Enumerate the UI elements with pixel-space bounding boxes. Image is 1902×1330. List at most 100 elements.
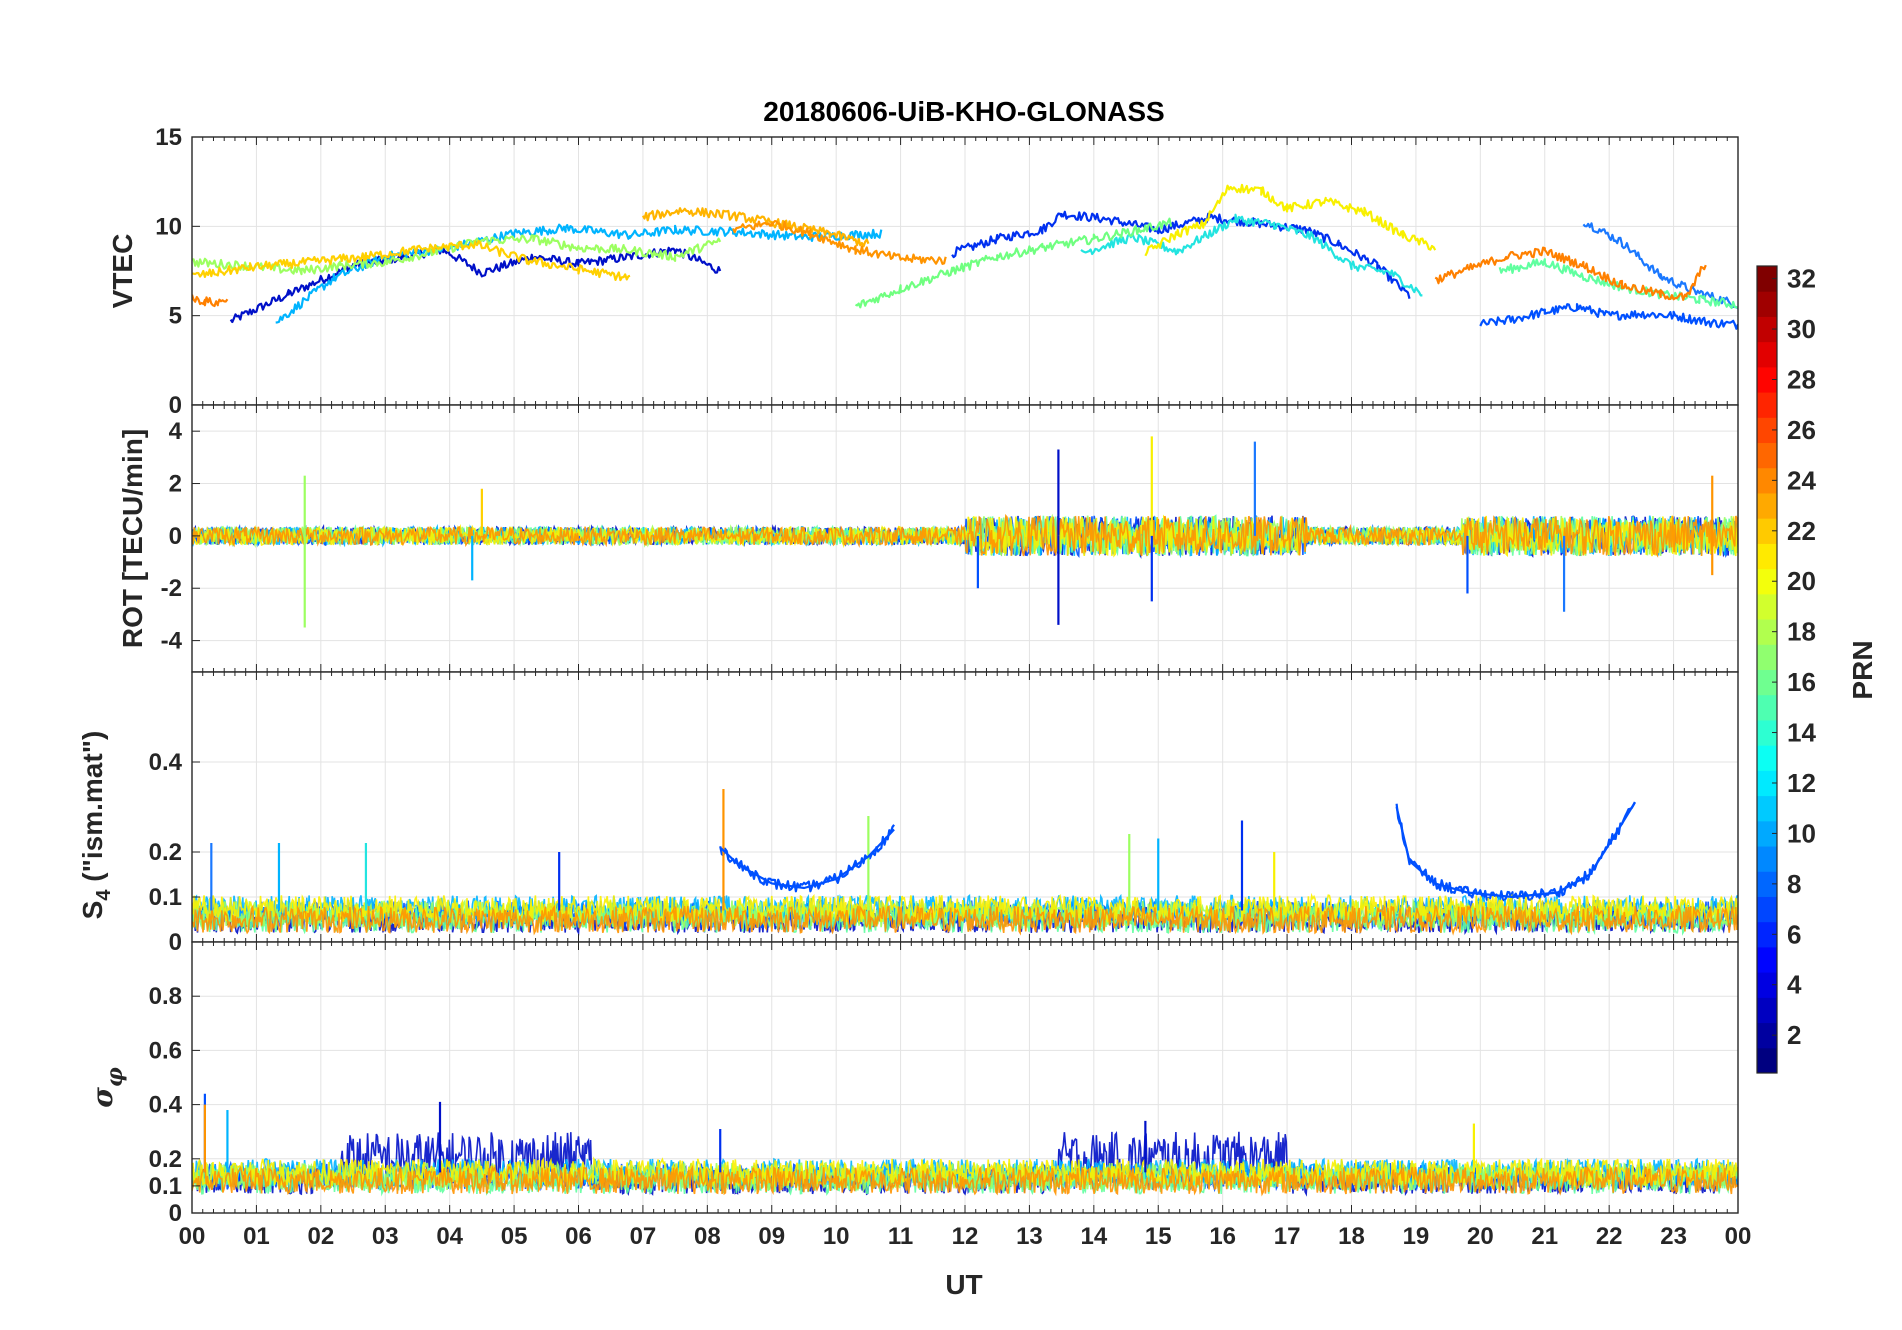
colorbar-tick-label: 10 bbox=[1787, 818, 1816, 848]
series-prn-24 bbox=[192, 294, 229, 308]
x-tick-label: 02 bbox=[307, 1223, 334, 1250]
series-group bbox=[192, 789, 1738, 936]
colorbar-tick-label: 12 bbox=[1787, 768, 1816, 798]
series-group bbox=[192, 1093, 1738, 1197]
colorbar-segment bbox=[1757, 846, 1777, 872]
colorbar-segment bbox=[1757, 871, 1777, 897]
y-axis-label-sub: 4 bbox=[93, 889, 115, 901]
x-tick-label: 13 bbox=[1016, 1223, 1043, 1250]
colorbar-segment bbox=[1757, 266, 1777, 292]
series-prn-4 bbox=[951, 210, 1411, 299]
colorbar-tick-label: 24 bbox=[1787, 465, 1816, 495]
y-tick-label: 5 bbox=[169, 303, 182, 330]
series-prn-22 bbox=[641, 207, 870, 248]
colorbar-frame bbox=[1756, 265, 1778, 1074]
y-tick-label: 0 bbox=[169, 929, 182, 956]
panel-sigma_phi: 00.10.2 0.4 0.6 0.8 σφ bbox=[86, 941, 1739, 1227]
colorbar-tick-label: 4 bbox=[1787, 970, 1802, 1000]
series-prn-21 bbox=[192, 239, 631, 282]
colorbar-segment bbox=[1757, 291, 1777, 317]
x-tick-label: 12 bbox=[952, 1223, 979, 1250]
x-tick-label: 09 bbox=[758, 1223, 785, 1250]
series-prn-12 bbox=[1080, 213, 1423, 297]
y-tick-label: 15 bbox=[155, 124, 182, 151]
ticks: 0 5 10 15 bbox=[155, 124, 1739, 419]
series-prn-6-overlay bbox=[719, 828, 895, 890]
colorbar-segment bbox=[1757, 694, 1777, 721]
y-axis-label: S4 ("ism.mat") bbox=[77, 731, 115, 920]
x-tick-label: 08 bbox=[694, 1223, 721, 1250]
x-tick-label: 06 bbox=[565, 1223, 592, 1250]
y-tick-label: 0 bbox=[169, 1200, 182, 1227]
y-tick-label: 10 bbox=[155, 213, 182, 240]
series-prn-6 bbox=[1395, 801, 1636, 902]
colorbar-segment bbox=[1757, 997, 1777, 1024]
colorbar-tick-label: 20 bbox=[1787, 566, 1816, 596]
x-tick-label: 03 bbox=[372, 1223, 399, 1250]
y-tick-label: 0.4 bbox=[149, 749, 183, 776]
series-trace bbox=[192, 1164, 1738, 1197]
colorbar-tick-label: 22 bbox=[1787, 516, 1816, 546]
colorbar-tick-label: 26 bbox=[1787, 415, 1816, 445]
colorbar-tick-label: 28 bbox=[1787, 364, 1816, 394]
y-axis-label: VTEC bbox=[107, 234, 138, 309]
y-axis-label: ROT [TECU/min] bbox=[117, 429, 148, 648]
y-tick-label: 0.2 bbox=[149, 1146, 182, 1173]
colorbar-segment bbox=[1757, 896, 1777, 923]
series-trace bbox=[192, 513, 1738, 558]
x-tick-label: 05 bbox=[501, 1223, 528, 1250]
series-prn-6 bbox=[1479, 303, 1738, 330]
x-tick-label: 14 bbox=[1080, 1223, 1107, 1250]
series-prn-24 bbox=[1434, 246, 1707, 301]
x-tick-label: 07 bbox=[630, 1223, 657, 1250]
y-tick-label: 0.2 bbox=[149, 839, 182, 866]
colorbar-label: PRN bbox=[1847, 640, 1878, 699]
panel-vtec: 0 5 10 15 VTEC bbox=[107, 124, 1739, 419]
colorbar-tick-label: 32 bbox=[1787, 264, 1816, 294]
y-tick-label: -4 bbox=[161, 628, 183, 655]
colorbar-segment bbox=[1757, 593, 1777, 620]
x-axis-label: UT bbox=[945, 1269, 982, 1300]
colorbar-tick-label: 2 bbox=[1787, 1020, 1801, 1050]
series-prn-14 bbox=[1498, 258, 1738, 310]
y-axis-label-rest: ("ism.mat") bbox=[77, 731, 108, 890]
x-tick-label: 18 bbox=[1338, 1223, 1365, 1250]
series-prn-23 bbox=[732, 219, 947, 265]
x-tick-label: 04 bbox=[436, 1223, 463, 1250]
x-tick-label: 21 bbox=[1531, 1223, 1558, 1250]
series-prn-6-overlay bbox=[1395, 801, 1636, 899]
colorbar-segment bbox=[1757, 820, 1777, 847]
series-prn-8 bbox=[1582, 222, 1738, 310]
series-group bbox=[192, 436, 1738, 628]
colorbar-segment bbox=[1757, 568, 1777, 595]
colorbar-segment bbox=[1757, 417, 1777, 444]
colorbar-segment bbox=[1757, 543, 1777, 570]
y-tick-label: 2 bbox=[169, 471, 182, 498]
y-tick-label: 0 bbox=[169, 392, 182, 419]
colorbar-segment bbox=[1757, 518, 1777, 544]
x-tick-label: 23 bbox=[1660, 1223, 1687, 1250]
colorbar-segment bbox=[1757, 644, 1777, 670]
colorbar-segment bbox=[1757, 366, 1777, 393]
series-trace bbox=[192, 903, 1738, 936]
colorbar-tick-label: 14 bbox=[1787, 718, 1816, 748]
ticks: 0 0.1 0.2 0.4 bbox=[149, 672, 1739, 956]
colorbar-segment bbox=[1757, 492, 1777, 519]
colorbar-tick-label: 8 bbox=[1787, 869, 1801, 899]
colorbar-segment bbox=[1757, 745, 1777, 771]
y-axis-label-sigma: σ bbox=[86, 1087, 119, 1108]
y-tick-label: 0.4 bbox=[149, 1092, 183, 1119]
y-tick-label: 0.6 bbox=[149, 1037, 182, 1064]
colorbar-tick-label: 18 bbox=[1787, 617, 1816, 647]
colorbar-tick-label: 30 bbox=[1787, 314, 1816, 344]
panel-s4: 0 0.1 0.2 0.4 S4 ("ism.mat") bbox=[77, 671, 1739, 956]
x-tick-label: 20 bbox=[1467, 1223, 1494, 1250]
colorbar-tick-label: 16 bbox=[1787, 667, 1816, 697]
colorbar-segment bbox=[1757, 1047, 1777, 1074]
y-axis-label-main: S bbox=[77, 901, 108, 920]
colorbar-segment bbox=[1757, 669, 1777, 696]
colorbar-segment bbox=[1757, 770, 1777, 797]
x-tick-label: 00 bbox=[1725, 1223, 1752, 1250]
